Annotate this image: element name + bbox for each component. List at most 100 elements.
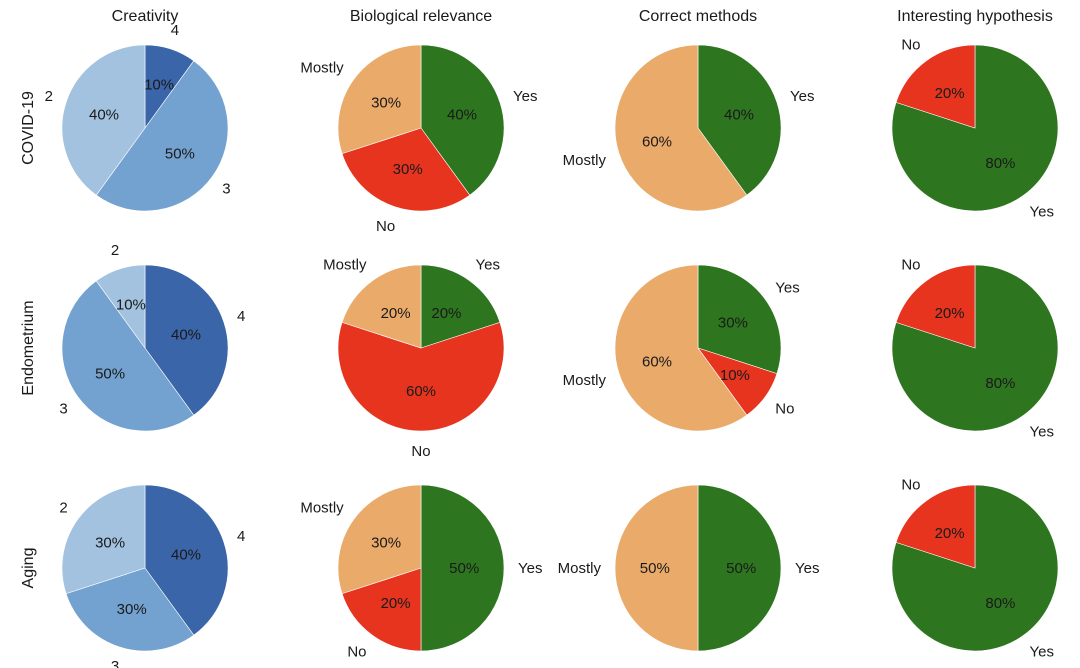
pie-aging-biological-relevance: 50% Yes 20% No 30% Mostly [300, 484, 542, 660]
pie-category-label: No [775, 401, 794, 418]
pie-category-label: Yes [1030, 203, 1054, 220]
pie-slice-4 [144, 484, 229, 636]
pie-percent-label: 20% [431, 305, 461, 322]
pie-category-label: Yes [1030, 423, 1054, 440]
pie-category-label: Yes [775, 280, 799, 297]
row-label-covid-19: COVID-19 [20, 91, 37, 165]
pie-slice-2 [61, 44, 146, 196]
pie-percent-label: 20% [935, 305, 965, 322]
pie-covid-19-biological-relevance: 40% Yes 30% No 30% Mostly [300, 44, 537, 235]
pie-percent-label: 50% [640, 560, 670, 577]
pie-slice-yes [697, 264, 782, 375]
pie-slice-no [341, 127, 471, 212]
pie-category-label: 3 [222, 181, 230, 198]
pie-endometrium-interesting-hypothesis: 80% Yes 20% No [891, 257, 1059, 440]
pie-category-label: 3 [59, 401, 67, 418]
column-title-creativity: Creativity [112, 8, 179, 25]
pie-covid-19-correct-methods: 40% Yes 60% Mostly [563, 44, 814, 212]
pie-slice-3 [95, 60, 229, 212]
pie-slice-2 [95, 264, 146, 349]
column-title-correct-methods: Correct methods [639, 8, 757, 25]
row-label-endometrium: Endometrium [20, 300, 37, 395]
pie-category-label: No [901, 477, 920, 494]
pie-percent-label: 10% [144, 77, 174, 94]
pie-category-label: 2 [111, 242, 119, 259]
pie-percent-label: 50% [449, 560, 479, 577]
pie-category-label: Mostly [563, 372, 607, 389]
pie-category-label: No [347, 643, 366, 660]
pie-slice-mostly [341, 264, 422, 349]
pie-slice-mostly [337, 484, 422, 595]
pie-slice-yes [697, 484, 782, 652]
pie-aging-correct-methods: 50% Yes 50% Mostly [558, 484, 819, 652]
pie-category-label: Mostly [323, 257, 367, 274]
pie-percent-label: 30% [95, 535, 125, 552]
pie-category-label: 2 [45, 88, 53, 105]
pie-slice-yes [697, 44, 782, 196]
pie-category-label: Yes [513, 88, 537, 105]
pie-category-label: 4 [237, 528, 245, 545]
pie-percent-label: 30% [371, 95, 401, 112]
pie-percent-label: 40% [724, 107, 754, 124]
pie-percent-label: 20% [381, 595, 411, 612]
pie-slice-yes [420, 484, 505, 652]
pie-category-label: Mostly [558, 560, 602, 577]
pie-endometrium-correct-methods: 30% Yes 10% No 60% Mostly [563, 264, 800, 432]
pie-slice-4 [144, 264, 229, 416]
pie-slice-2 [61, 484, 146, 595]
column-title-interesting-hypothesis: Interesting hypothesis [897, 8, 1053, 25]
pie-percent-label: 20% [935, 85, 965, 102]
pie-category-label: Yes [518, 560, 542, 577]
pie-percent-label: 10% [720, 367, 750, 384]
pie-category-label: Mostly [563, 152, 607, 169]
pies-layer: 10% 4 50% 3 40% 2 40% Yes 30% No 30% Mostly 40% Yes 60… [45, 22, 1059, 668]
pie-percent-label: 80% [985, 375, 1015, 392]
pie-covid-19-interesting-hypothesis: 80% Yes 20% No [891, 37, 1059, 220]
pie-endometrium-creativity: 40% 4 50% 3 10% 2 [59, 242, 245, 432]
pie-aging-interesting-hypothesis: 80% Yes 20% No [891, 477, 1059, 660]
pie-category-label: No [376, 218, 395, 235]
pie-slice-3 [65, 567, 195, 652]
pie-percent-label: 80% [985, 155, 1015, 172]
pie-percent-label: 30% [718, 315, 748, 332]
pie-slice-mostly [614, 44, 748, 212]
pie-category-label: 4 [237, 308, 245, 325]
pie-percent-label: 40% [171, 327, 201, 344]
pie-percent-label: 20% [381, 305, 411, 322]
pie-category-label: 4 [171, 22, 179, 39]
pie-percent-label: 20% [935, 525, 965, 542]
pie-slice-no [895, 44, 976, 129]
pie-category-label: Yes [795, 560, 819, 577]
pie-category-label: 3 [111, 658, 119, 668]
pie-covid-19-creativity: 10% 4 50% 3 40% 2 [45, 22, 231, 212]
pie-category-label: No [411, 443, 430, 460]
pie-slice-mostly [337, 44, 422, 155]
row-label-aging: Aging [20, 548, 37, 589]
pie-category-label: Yes [790, 88, 814, 105]
pie-slice-no [341, 567, 422, 652]
pie-category-label: No [901, 257, 920, 274]
pie-slice-no [895, 484, 976, 569]
pie-aging-creativity: 40% 4 30% 3 30% 2 [59, 484, 245, 668]
pie-category-label: Mostly [300, 60, 344, 77]
pie-category-label: Yes [1030, 643, 1054, 660]
column-title-biological-relevance: Biological relevance [350, 8, 492, 25]
pie-slice-no [895, 264, 976, 349]
pie-percent-label: 60% [406, 383, 436, 400]
pie-slice-3 [61, 280, 195, 432]
pie-slice-no [337, 321, 505, 432]
pie-category-label: Mostly [300, 500, 344, 517]
pie-category-label: No [901, 37, 920, 54]
pie-percent-label: 50% [726, 560, 756, 577]
pie-percent-label: 50% [165, 145, 195, 162]
pie-endometrium-biological-relevance: 20% Yes 60% No 20% Mostly [323, 257, 505, 460]
pie-percent-label: 40% [447, 107, 477, 124]
pie-category-label: 2 [59, 500, 67, 517]
pie-percent-label: 30% [117, 601, 147, 618]
pie-slice-mostly [614, 264, 748, 432]
pie-slice-yes [420, 44, 505, 196]
pie-percent-label: 40% [89, 107, 119, 124]
pie-percent-label: 30% [393, 161, 423, 178]
pie-percent-label: 50% [95, 365, 125, 382]
